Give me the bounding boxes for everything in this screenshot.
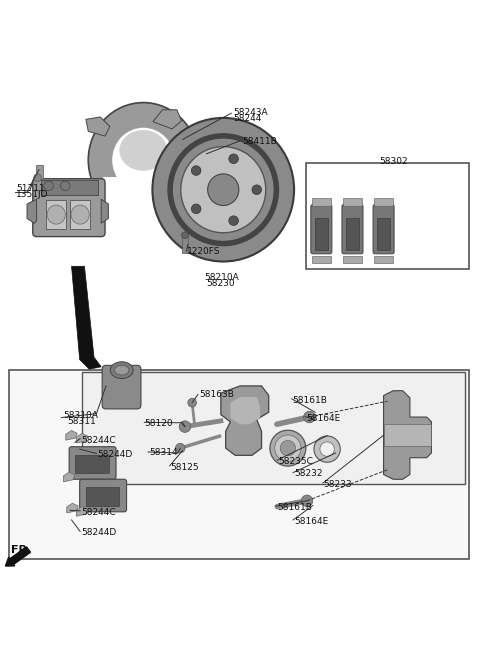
Bar	[9, 370, 469, 559]
Ellipse shape	[115, 365, 129, 375]
FancyBboxPatch shape	[311, 204, 332, 254]
Bar	[70, 200, 90, 229]
Bar	[384, 424, 432, 445]
Text: 58233: 58233	[324, 480, 352, 489]
FancyBboxPatch shape	[373, 204, 394, 254]
Bar	[315, 218, 328, 250]
Circle shape	[188, 398, 196, 407]
Bar	[346, 218, 359, 250]
Bar	[46, 200, 66, 229]
Text: 58244D: 58244D	[97, 450, 132, 459]
Circle shape	[60, 181, 70, 191]
Text: 58210A: 58210A	[204, 273, 239, 282]
Polygon shape	[72, 266, 101, 369]
Text: 58302: 58302	[379, 158, 408, 166]
Text: 58163B: 58163B	[199, 390, 234, 399]
FancyBboxPatch shape	[80, 479, 127, 512]
Text: FR.: FR.	[11, 545, 32, 555]
Polygon shape	[67, 503, 78, 512]
Text: 58244C: 58244C	[81, 436, 116, 445]
Text: 58161B: 58161B	[293, 396, 327, 405]
Bar	[343, 198, 362, 206]
Text: 58311: 58311	[68, 417, 96, 426]
Ellipse shape	[88, 102, 198, 217]
Text: 1220FS: 1220FS	[187, 248, 221, 256]
Ellipse shape	[320, 442, 334, 457]
Bar	[306, 164, 469, 269]
FancyBboxPatch shape	[102, 365, 141, 409]
Polygon shape	[221, 386, 269, 455]
Ellipse shape	[181, 147, 266, 233]
Bar	[103, 177, 184, 225]
FancyBboxPatch shape	[33, 179, 105, 237]
Circle shape	[44, 181, 53, 191]
Polygon shape	[153, 110, 181, 129]
Bar	[374, 256, 393, 263]
Text: 58243A: 58243A	[233, 108, 267, 117]
Bar	[343, 256, 362, 263]
Text: 58164E: 58164E	[294, 517, 328, 526]
Ellipse shape	[47, 205, 65, 224]
Circle shape	[229, 154, 239, 164]
Text: 58244D: 58244D	[81, 528, 116, 537]
Ellipse shape	[270, 430, 306, 466]
Text: 58244C: 58244C	[81, 508, 116, 517]
Ellipse shape	[153, 118, 294, 261]
Circle shape	[179, 421, 191, 432]
Ellipse shape	[208, 174, 239, 206]
Bar	[312, 198, 331, 206]
Text: 58164E: 58164E	[306, 413, 340, 422]
Ellipse shape	[120, 130, 167, 171]
Ellipse shape	[110, 362, 133, 378]
Ellipse shape	[275, 435, 301, 461]
Circle shape	[304, 411, 315, 423]
Bar	[377, 218, 390, 250]
Text: 58161B: 58161B	[277, 503, 312, 512]
Polygon shape	[76, 507, 88, 516]
Text: 58230: 58230	[206, 279, 235, 288]
Bar	[374, 198, 393, 206]
FancyBboxPatch shape	[69, 447, 116, 479]
Ellipse shape	[280, 440, 296, 456]
Text: 58232: 58232	[294, 470, 323, 478]
Bar	[36, 165, 43, 179]
Bar	[41, 180, 98, 195]
Ellipse shape	[71, 205, 89, 224]
Text: 58310A: 58310A	[63, 411, 98, 420]
Bar	[86, 487, 120, 506]
Text: 58125: 58125	[170, 463, 199, 472]
Circle shape	[229, 216, 239, 225]
Text: 58120: 58120	[144, 419, 173, 428]
Bar	[312, 256, 331, 263]
Ellipse shape	[314, 436, 340, 463]
Polygon shape	[86, 117, 110, 136]
Circle shape	[192, 204, 201, 214]
Polygon shape	[384, 391, 432, 479]
FancyArrow shape	[5, 547, 30, 566]
Text: 58235C: 58235C	[278, 457, 313, 466]
Text: 58314: 58314	[149, 449, 178, 457]
Circle shape	[192, 166, 201, 175]
Text: 58411B: 58411B	[242, 137, 277, 147]
Text: 51711: 51711	[16, 184, 45, 193]
Polygon shape	[101, 199, 108, 223]
Text: 1351JD: 1351JD	[16, 191, 48, 200]
Polygon shape	[66, 430, 77, 440]
Ellipse shape	[112, 127, 174, 193]
Bar	[182, 236, 188, 254]
Polygon shape	[230, 397, 260, 424]
Polygon shape	[63, 472, 75, 482]
Circle shape	[181, 232, 188, 238]
Bar	[75, 455, 109, 473]
Polygon shape	[27, 199, 36, 223]
Polygon shape	[76, 434, 88, 443]
Circle shape	[301, 495, 313, 507]
Circle shape	[252, 185, 262, 194]
FancyBboxPatch shape	[342, 204, 363, 254]
Circle shape	[175, 443, 185, 453]
Text: 58244: 58244	[233, 114, 261, 124]
Bar	[82, 372, 465, 484]
Circle shape	[34, 174, 41, 181]
